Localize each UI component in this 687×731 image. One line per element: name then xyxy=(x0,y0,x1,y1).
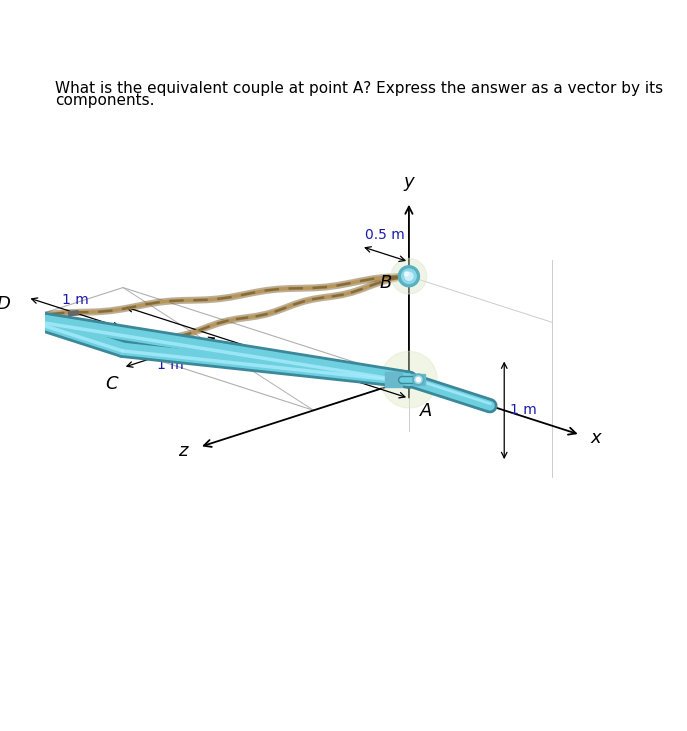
Polygon shape xyxy=(69,311,78,316)
Bar xyxy=(16,556,38,600)
Text: C: C xyxy=(105,376,118,393)
Polygon shape xyxy=(25,444,30,454)
Bar xyxy=(412,374,425,385)
Ellipse shape xyxy=(16,552,38,560)
Bar xyxy=(385,372,403,387)
Ellipse shape xyxy=(16,596,38,605)
Circle shape xyxy=(381,352,437,408)
Circle shape xyxy=(398,266,420,287)
Text: components.: components. xyxy=(55,93,155,108)
Text: B: B xyxy=(379,274,392,292)
Bar xyxy=(16,556,23,600)
Circle shape xyxy=(391,259,427,294)
Circle shape xyxy=(413,374,424,385)
Polygon shape xyxy=(152,337,163,344)
Circle shape xyxy=(405,272,409,276)
Text: 1 m: 1 m xyxy=(510,404,537,417)
Text: What is the equivalent couple at point A? Express the answer as a vector by its: What is the equivalent couple at point A… xyxy=(55,81,663,96)
Text: 3 m: 3 m xyxy=(253,358,280,372)
Text: A: A xyxy=(420,402,433,420)
Circle shape xyxy=(415,376,422,383)
Circle shape xyxy=(405,272,413,280)
Text: 0.5 m: 0.5 m xyxy=(365,228,405,243)
Text: y: y xyxy=(403,173,414,192)
Text: 1 m: 1 m xyxy=(62,293,89,307)
Text: 1 m: 1 m xyxy=(157,358,184,372)
Circle shape xyxy=(402,269,416,284)
Text: D: D xyxy=(0,295,10,314)
Text: z: z xyxy=(179,442,188,460)
Circle shape xyxy=(416,378,420,382)
Text: x: x xyxy=(590,429,600,447)
Polygon shape xyxy=(25,356,30,366)
